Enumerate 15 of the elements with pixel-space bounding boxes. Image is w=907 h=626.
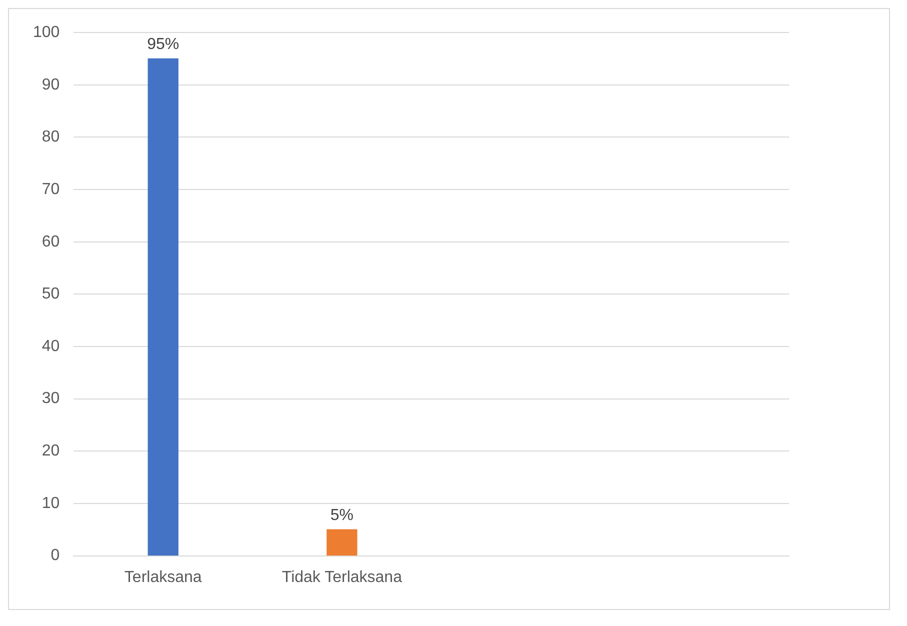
y-tick-label: 80 bbox=[42, 128, 60, 146]
x-tick-label: Terlaksana bbox=[124, 568, 202, 586]
data-label: 95% bbox=[147, 36, 180, 54]
data-label: 5% bbox=[330, 507, 354, 524]
y-tick-label: 60 bbox=[42, 233, 60, 250]
y-tick-label: 0 bbox=[50, 547, 60, 564]
y-tick-label: 50 bbox=[42, 286, 60, 303]
y-tick-label: 40 bbox=[42, 338, 60, 355]
y-tick-label: 70 bbox=[42, 180, 60, 198]
y-tick-label: 90 bbox=[42, 76, 60, 94]
x-tick-label: Tidak Terlaksana bbox=[282, 568, 402, 586]
y-tick-label: 10 bbox=[42, 494, 60, 512]
y-tick-label: 100 bbox=[32, 24, 60, 42]
y-tick-label: 20 bbox=[42, 442, 60, 460]
y-tick-label: 30 bbox=[42, 390, 60, 408]
